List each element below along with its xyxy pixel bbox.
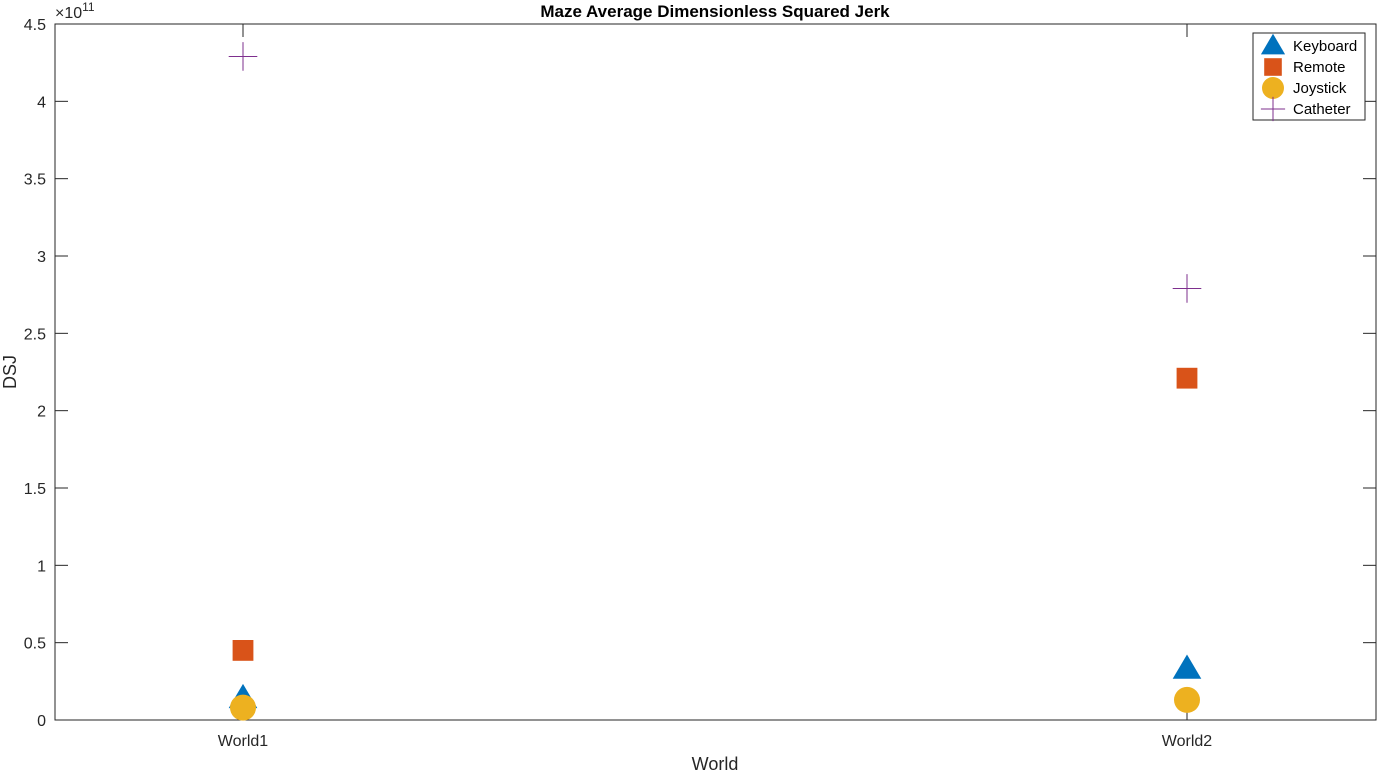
data-markers — [228, 42, 1202, 721]
chart-title: Maze Average Dimensionless Squared Jerk — [540, 2, 890, 21]
y-tick-label: 0 — [37, 713, 46, 730]
legend-marker-catheter — [1260, 96, 1286, 122]
y-tick-label: 4.5 — [24, 17, 46, 34]
marker-joystick-world1 — [230, 694, 256, 721]
marker-keyboard-world2 — [1172, 654, 1202, 679]
y-exponent-base: ×10 — [55, 5, 82, 22]
y-tick-label: 0.5 — [24, 636, 46, 653]
y-tick-label: 3.5 — [24, 172, 46, 189]
x-axis-label: World — [692, 754, 739, 772]
legend-label-keyboard: Keyboard — [1293, 38, 1357, 55]
y-axis-label: DSJ — [0, 355, 20, 389]
marker-catheter-world2 — [1172, 274, 1202, 303]
y-tick-label: 4 — [37, 94, 46, 111]
legend: Keyboard Remote Joystick Catheter — [1252, 32, 1366, 122]
y-tick-label: 2.5 — [24, 326, 46, 343]
x-tick-label: World2 — [1162, 733, 1212, 750]
y-axis: 0 0.5 1 1.5 2 2.5 3 3.5 4 4.5 — [24, 17, 1376, 730]
x-tick-label: World1 — [218, 733, 268, 750]
y-exponent-power: 11 — [82, 0, 95, 14]
y-tick-label: 1 — [37, 558, 46, 575]
y-tick-label: 2 — [37, 404, 46, 421]
legend-label-joystick: Joystick — [1293, 80, 1347, 97]
marker-remote-world2 — [1176, 367, 1198, 389]
y-tick-label: 1.5 — [24, 481, 46, 498]
legend-marker-joystick — [1262, 77, 1284, 99]
legend-marker-keyboard — [1260, 33, 1286, 55]
y-exponent-label: ×1011 — [55, 0, 95, 22]
plot-area — [54, 23, 1377, 721]
marker-remote-world1 — [232, 640, 254, 661]
marker-catheter-world1 — [228, 42, 258, 71]
legend-label-remote: Remote — [1293, 59, 1346, 76]
legend-marker-remote — [1264, 58, 1282, 76]
y-tick-label: 3 — [37, 249, 46, 266]
legend-label-catheter: Catheter — [1293, 101, 1351, 118]
marker-joystick-world2 — [1174, 686, 1200, 713]
